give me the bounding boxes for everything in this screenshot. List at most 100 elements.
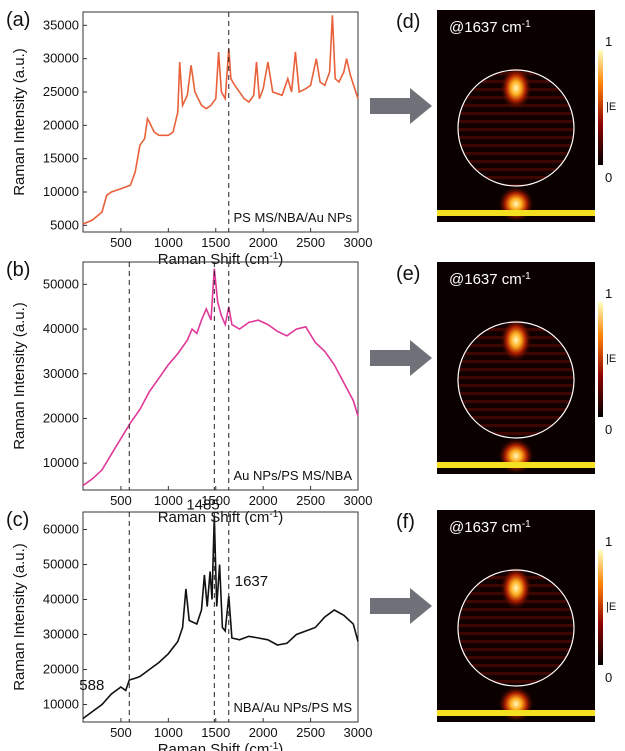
color-scale <box>598 302 603 417</box>
x-tick-label: 1000 <box>154 235 183 250</box>
hot-spot <box>500 566 532 610</box>
y-axis-label: Raman Intensity (a.u.) <box>11 302 28 450</box>
particle-outline <box>457 569 575 687</box>
x-tick-label: 1500 <box>201 725 230 740</box>
wavenumber-sup: -1 <box>522 19 531 30</box>
y-tick-label: 10000 <box>43 697 79 712</box>
y-tick-label: 5000 <box>50 217 79 232</box>
plot-frame <box>82 511 359 723</box>
peak-label: 588 <box>79 677 104 694</box>
field-panel <box>437 510 595 722</box>
y-axis-label: Raman Intensity (a.u.) <box>11 48 28 196</box>
x-tick-label: 500 <box>110 725 132 740</box>
y-tick-label: 20000 <box>43 117 79 132</box>
x-tick-label: 3000 <box>344 235 373 250</box>
x-axis-label: Raman Shift (cm-1) <box>158 509 284 527</box>
scale-label: |E <box>606 353 616 365</box>
peak-label: 1485 <box>186 497 219 514</box>
panel-label: (d) <box>396 11 420 33</box>
y-tick-label: 25000 <box>43 84 79 99</box>
wavenumber-text: @1637 cm <box>449 19 522 36</box>
y-tick-label: 40000 <box>43 321 79 336</box>
x-tick-label: 1000 <box>154 725 183 740</box>
spectrum-line <box>82 515 359 720</box>
x-tick-label: 3000 <box>344 493 373 508</box>
field-fringes <box>458 70 574 186</box>
x-axis-label: Raman Shift (cm-1) <box>158 741 284 751</box>
wavenumber-sup: -1 <box>522 519 531 530</box>
y-tick-label: 30000 <box>43 51 79 66</box>
hot-spot <box>498 686 534 722</box>
arrow <box>370 340 432 376</box>
y-tick-label: 35000 <box>43 17 79 32</box>
x-tick-label: 2500 <box>296 725 325 740</box>
scale-label: |E <box>606 101 616 113</box>
scale-label: |E <box>606 601 616 613</box>
x-tick-label: 1000 <box>154 493 183 508</box>
peak-label: 1637 <box>235 573 268 590</box>
annotation: NBA/Au NPs/PS MS <box>234 700 353 715</box>
scale-max: 1 <box>605 286 612 301</box>
y-tick-label: 30000 <box>43 627 79 642</box>
y-axis-label: Raman Intensity (a.u.) <box>11 543 28 691</box>
y-tick-label: 50000 <box>43 557 79 572</box>
particle-outline <box>457 69 575 187</box>
x-axis-label-part: -1 <box>269 251 278 262</box>
scale-min: 0 <box>605 170 612 185</box>
panel-label: (b) <box>6 259 30 281</box>
hot-spot <box>500 318 532 362</box>
spectrum-line <box>82 15 359 225</box>
x-axis-label-part: -1 <box>269 741 278 751</box>
x-axis-label-part: -1 <box>269 509 278 520</box>
wavenumber-text: @1637 cm <box>449 519 522 536</box>
x-tick-label: 2500 <box>296 235 325 250</box>
x-axis-label-part: ) <box>278 741 283 751</box>
x-tick-label: 2000 <box>249 725 278 740</box>
scale-max: 1 <box>605 534 612 549</box>
panel-label: (f) <box>396 511 415 533</box>
x-tick-label: 1500 <box>201 235 230 250</box>
substrate <box>437 210 595 216</box>
x-axis-label: Raman Shift (cm-1) <box>158 251 284 269</box>
scale-max: 1 <box>605 34 612 49</box>
arrow <box>370 88 432 124</box>
substrate <box>437 710 595 716</box>
hot-spot <box>498 186 534 222</box>
particle-outline <box>457 321 575 439</box>
color-scale <box>598 550 603 665</box>
wavenumber-label: @1637 cm-1 <box>449 519 531 537</box>
wavenumber-sup: -1 <box>522 271 531 282</box>
panel-label: (c) <box>6 509 29 531</box>
x-axis-label-part: ) <box>278 509 283 526</box>
x-tick-label: 2500 <box>296 493 325 508</box>
wavenumber-text: @1637 cm <box>449 271 522 288</box>
x-tick-label: 2000 <box>249 235 278 250</box>
hot-spot <box>498 438 534 474</box>
y-tick-label: 50000 <box>43 276 79 291</box>
y-tick-label: 10000 <box>43 455 79 470</box>
arrow <box>370 588 432 624</box>
scale-min: 0 <box>605 670 612 685</box>
annotation: Au NPs/PS MS/NBA <box>234 468 353 483</box>
x-axis-label-part: Raman Shift (cm <box>158 251 270 268</box>
y-tick-label: 40000 <box>43 592 79 607</box>
field-panel <box>437 262 595 474</box>
y-tick-label: 20000 <box>43 410 79 425</box>
field-fringes <box>458 570 574 686</box>
x-axis-label-part: ) <box>278 251 283 268</box>
spectrum-line <box>82 268 359 487</box>
wavenumber-label: @1637 cm-1 <box>449 271 531 289</box>
annotation: PS MS/NBA/Au NPs <box>234 210 353 225</box>
hot-spot <box>500 66 532 110</box>
x-tick-label: 2000 <box>249 493 278 508</box>
y-tick-label: 60000 <box>43 522 79 537</box>
x-tick-label: 3000 <box>344 725 373 740</box>
substrate <box>437 462 595 468</box>
wavenumber-label: @1637 cm-1 <box>449 19 531 37</box>
x-axis-label-part: Raman Shift (cm <box>158 741 270 751</box>
y-tick-label: 10000 <box>43 184 79 199</box>
color-scale <box>598 50 603 165</box>
x-tick-label: 500 <box>110 235 132 250</box>
panel-label: (e) <box>396 263 420 285</box>
y-tick-label: 20000 <box>43 662 79 677</box>
